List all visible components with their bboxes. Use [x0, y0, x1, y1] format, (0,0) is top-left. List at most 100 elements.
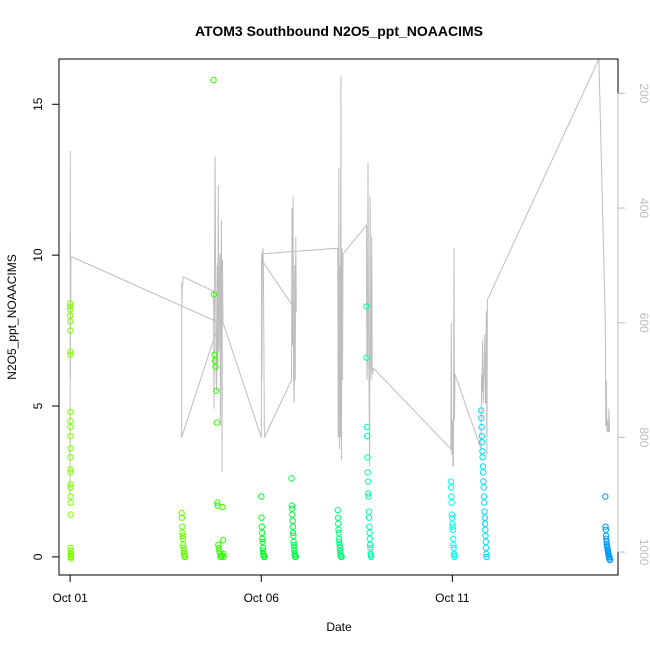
data-point	[478, 414, 485, 422]
data-point	[450, 535, 457, 542]
data-point	[67, 511, 74, 518]
x-tick-label: Oct 11	[435, 591, 470, 605]
data-point	[179, 535, 187, 542]
data-point	[479, 448, 486, 455]
data-point	[67, 550, 75, 558]
data-point	[603, 535, 610, 542]
data-point	[211, 357, 219, 364]
y2-tick-label: 800	[637, 427, 650, 447]
data-point	[366, 541, 374, 548]
data-point	[364, 469, 371, 476]
data-point	[483, 550, 490, 558]
data-point	[261, 553, 268, 561]
data-point	[212, 363, 219, 370]
data-point	[482, 544, 490, 551]
data-point	[67, 351, 74, 358]
data-point	[365, 493, 372, 500]
data-point	[335, 520, 342, 527]
data-point	[67, 348, 74, 355]
y-tick-label: 5	[31, 402, 45, 409]
data-series-4	[288, 475, 299, 561]
y-axis: 0 5 10 15	[31, 97, 60, 560]
data-point	[602, 523, 609, 530]
data-point	[479, 463, 487, 470]
y-tick-label: 10	[31, 248, 45, 262]
data-point	[365, 490, 372, 497]
data-point	[67, 544, 74, 551]
data-point	[67, 547, 75, 555]
data-point	[364, 454, 371, 461]
data-point	[602, 526, 609, 533]
data-point	[67, 481, 74, 488]
data-point	[366, 529, 373, 536]
data-point	[481, 514, 488, 521]
data-point	[289, 517, 296, 524]
data-point	[448, 499, 455, 506]
data-point	[67, 312, 74, 319]
data-point	[258, 529, 266, 536]
data-point	[603, 538, 610, 545]
data-point	[214, 499, 221, 506]
data-point	[179, 523, 186, 530]
data-point	[67, 433, 74, 440]
y-tick-label: 15	[31, 97, 45, 111]
data-point	[363, 423, 371, 431]
data-point	[291, 547, 298, 555]
data-point	[336, 544, 343, 551]
data-point	[290, 541, 298, 548]
data-point	[215, 544, 223, 551]
data-point	[448, 514, 456, 521]
data-point	[67, 423, 74, 431]
data-point	[480, 478, 487, 485]
data-point	[67, 499, 74, 506]
data-point	[480, 484, 487, 491]
y-axis-label: N2O5_ppt_NOAACIMS	[5, 254, 19, 379]
data-point	[258, 514, 265, 521]
y2-tick-label: 400	[637, 198, 650, 218]
data-series-1	[178, 509, 189, 561]
data-point	[366, 535, 373, 542]
data-point	[336, 541, 343, 548]
data-point	[289, 511, 296, 518]
data-point	[66, 300, 74, 307]
data-point	[336, 547, 344, 555]
data-point	[292, 553, 299, 561]
data-point	[365, 508, 372, 515]
data-point	[259, 535, 266, 542]
data-point	[290, 538, 297, 545]
data-series-6	[363, 303, 375, 561]
data-point	[215, 541, 222, 548]
data-point	[602, 493, 609, 500]
data-point	[483, 553, 491, 561]
data-series-9	[602, 493, 614, 564]
data-point	[179, 529, 186, 536]
data-point	[178, 509, 185, 517]
data-point	[178, 514, 186, 521]
data-point	[606, 553, 613, 561]
data-point	[211, 351, 218, 358]
data-point	[606, 556, 614, 564]
data-series-3	[258, 493, 268, 561]
data-point	[482, 538, 489, 545]
x-axis: Oct 01 Oct 06 Oct 11	[52, 574, 470, 605]
data-point	[479, 454, 486, 461]
x-axis-label: Date	[326, 620, 352, 634]
data-point	[289, 523, 296, 530]
data-point	[67, 484, 74, 491]
data-point	[364, 478, 372, 485]
data-point	[259, 544, 267, 551]
data-point	[449, 520, 456, 527]
data-point	[67, 466, 74, 473]
y2-tick-label: 200	[637, 83, 650, 103]
data-point	[220, 550, 227, 558]
data-point	[210, 291, 218, 298]
data-point	[220, 553, 227, 561]
data-point	[67, 493, 74, 500]
data-point	[335, 529, 342, 536]
data-point	[335, 526, 342, 533]
data-point	[67, 327, 74, 334]
data-series-0	[66, 300, 75, 562]
chart-title: ATOM3 Southbound N2O5_ppt_NOAACIMS	[195, 23, 483, 39]
data-point	[334, 514, 342, 521]
